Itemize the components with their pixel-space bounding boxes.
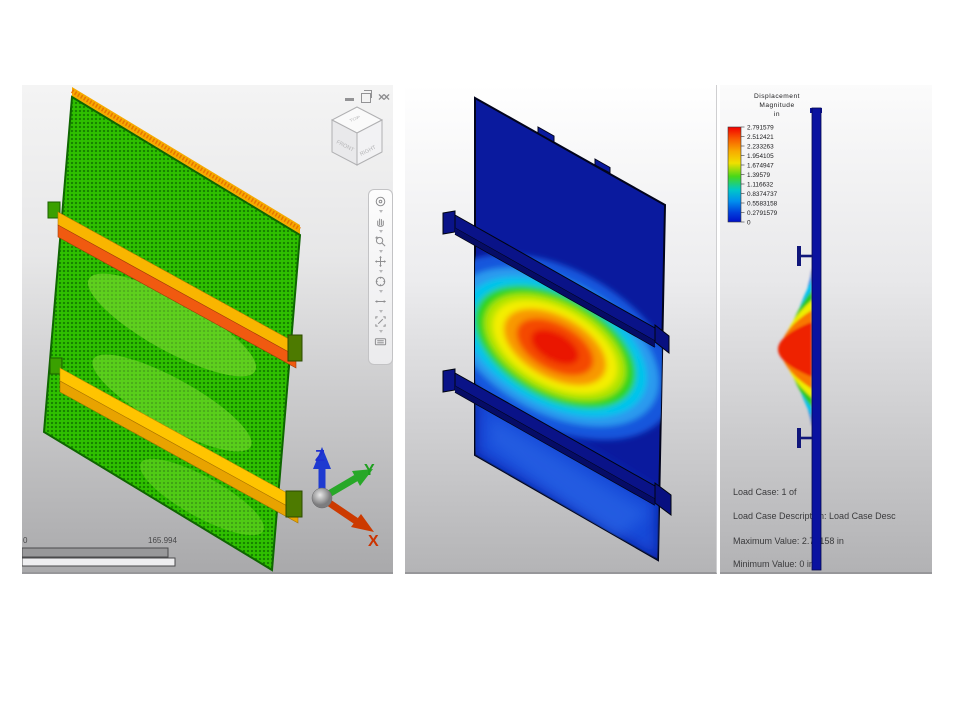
y-axis-arrow bbox=[352, 469, 373, 486]
contour-stiffener-lower[interactable] bbox=[442, 368, 672, 516]
stiffener-upper[interactable] bbox=[47, 201, 303, 369]
contour-highlight-region bbox=[92, 354, 252, 452]
side-scene: Displacement Magnitude in 2.791579 2.512… bbox=[727, 93, 896, 571]
minimize-icon[interactable] bbox=[344, 98, 354, 101]
svg-text:2.233263: 2.233263 bbox=[747, 143, 774, 150]
svg-text:1.954105: 1.954105 bbox=[747, 153, 774, 160]
window-controls: ×× bbox=[344, 89, 390, 104]
svg-text:2.512421: 2.512421 bbox=[747, 134, 774, 141]
maximum-value-text: Maximum Value: 2.79158 in bbox=[733, 536, 844, 546]
legend: Displacement Magnitude in 2.791579 2.512… bbox=[727, 93, 800, 226]
triad-origin-sphere bbox=[311, 487, 333, 509]
viewport-contour-side[interactable]: Displacement Magnitude in 2.791579 2.512… bbox=[720, 85, 932, 574]
view-cube-top-label[interactable]: TOP bbox=[349, 115, 361, 124]
x-axis-label: X bbox=[368, 533, 379, 550]
svg-text:0.8374737: 0.8374737 bbox=[747, 191, 778, 198]
svg-text:1.116632: 1.116632 bbox=[747, 181, 774, 188]
viewport-mesh[interactable]: Z Y X 0 165.994 TOP FRONT RIGHT bbox=[22, 85, 393, 574]
view-cube[interactable]: TOP FRONT RIGHT bbox=[330, 106, 384, 166]
constrained-orbit-icon[interactable] bbox=[373, 274, 388, 289]
move-arrows-icon[interactable] bbox=[373, 254, 388, 269]
dropdown-caret-icon[interactable] bbox=[378, 230, 383, 233]
side-stiffener-lower bbox=[797, 428, 812, 448]
zoom-window-icon[interactable] bbox=[373, 314, 388, 329]
steering-wheel-icon[interactable] bbox=[373, 194, 388, 209]
close-icon[interactable]: ×× bbox=[377, 90, 390, 104]
dropdown-caret-icon[interactable] bbox=[378, 290, 383, 293]
svg-text:0: 0 bbox=[747, 219, 751, 226]
mesh-scene: Z Y X 0 165.994 TOP FRONT RIGHT bbox=[22, 87, 384, 572]
legend-title-unit: in bbox=[774, 111, 780, 118]
legend-tick-labels: 2.791579 2.512421 2.233263 1.954105 1.67… bbox=[747, 124, 778, 226]
scale-max-label: 165.994 bbox=[148, 536, 177, 545]
contour-highlight-region bbox=[87, 273, 257, 377]
scale-min-label: 0 bbox=[23, 536, 28, 545]
legend-title-line2: Magnitude bbox=[759, 102, 794, 109]
dropdown-caret-icon[interactable] bbox=[378, 250, 383, 253]
look-at-icon[interactable] bbox=[373, 294, 388, 309]
stiffener-lower[interactable] bbox=[49, 357, 303, 524]
z-axis-arrow bbox=[313, 447, 331, 469]
meshed-plate[interactable] bbox=[42, 95, 302, 572]
contour-scene bbox=[442, 96, 672, 562]
svg-text:2.791579: 2.791579 bbox=[747, 124, 774, 131]
load-case-text: Load Case: 1 of bbox=[733, 487, 797, 497]
load-vector-fringe bbox=[70, 87, 302, 235]
side-stiffener-upper bbox=[797, 246, 812, 266]
minimum-value-text: Minimum Value: 0 in bbox=[733, 559, 814, 569]
navigation-toolbar bbox=[368, 189, 393, 365]
x-axis-arrow bbox=[351, 514, 374, 532]
svg-text:1.39579: 1.39579 bbox=[747, 172, 771, 179]
dropdown-caret-icon[interactable] bbox=[378, 270, 383, 273]
side-plate-edge[interactable] bbox=[810, 107, 822, 571]
svg-text:0.2791579: 0.2791579 bbox=[747, 210, 778, 217]
restore-icon[interactable] bbox=[360, 89, 372, 103]
pan-hand-icon[interactable] bbox=[373, 214, 388, 229]
z-axis-label: Z bbox=[315, 448, 325, 465]
y-axis-label: Y bbox=[364, 462, 375, 479]
svg-text:0.5583158: 0.5583158 bbox=[747, 200, 778, 207]
top-edge-notch bbox=[537, 126, 555, 143]
dropdown-caret-icon[interactable] bbox=[378, 310, 383, 313]
axis-triad: Z Y X bbox=[311, 447, 379, 550]
legend-ticks bbox=[741, 126, 745, 223]
legend-colorbar bbox=[727, 126, 742, 223]
side-displacement-profile bbox=[778, 268, 812, 427]
viewport-contour-front[interactable] bbox=[405, 85, 717, 574]
dropdown-caret-icon[interactable] bbox=[378, 210, 383, 213]
keyboard-icon[interactable] bbox=[373, 334, 388, 349]
contour-highlight-region bbox=[140, 458, 264, 536]
top-edge-notch bbox=[594, 158, 611, 174]
svg-text:1.674947: 1.674947 bbox=[747, 162, 774, 169]
zoom-icon[interactable] bbox=[373, 234, 388, 249]
dropdown-caret-icon[interactable] bbox=[378, 330, 383, 333]
contour-stiffener-upper[interactable] bbox=[442, 210, 670, 355]
legend-title-line1: Displacement bbox=[754, 93, 800, 100]
scale-bar: 0 165.994 bbox=[22, 536, 177, 567]
